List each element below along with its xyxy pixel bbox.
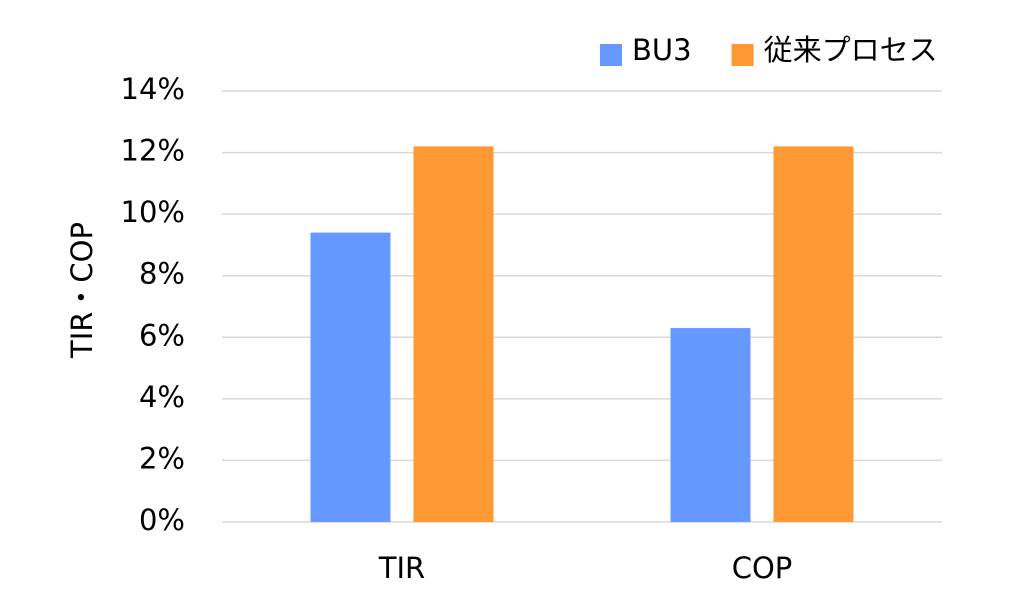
x-tick-label: TIR bbox=[378, 551, 425, 585]
bar bbox=[670, 328, 751, 522]
y-axis-label: TIR・COP bbox=[65, 222, 99, 359]
y-tick-label: 2% bbox=[139, 441, 185, 475]
y-tick-label: 10% bbox=[121, 195, 185, 229]
legend-swatch bbox=[731, 44, 754, 66]
bar bbox=[773, 146, 854, 522]
legend-label: 従来プロセス bbox=[764, 33, 938, 67]
y-tick-label: 14% bbox=[121, 72, 185, 106]
legend-swatch bbox=[600, 44, 622, 66]
y-tick-label: 12% bbox=[121, 134, 185, 168]
x-tick-label: COP bbox=[732, 551, 793, 585]
bar bbox=[413, 146, 494, 522]
y-tick-label: 6% bbox=[139, 318, 185, 352]
y-tick-label: 0% bbox=[139, 503, 185, 537]
legend-label: BU3 bbox=[632, 33, 692, 67]
y-tick-label: 4% bbox=[139, 380, 185, 414]
y-tick-label: 8% bbox=[139, 257, 185, 291]
bar bbox=[310, 232, 391, 522]
